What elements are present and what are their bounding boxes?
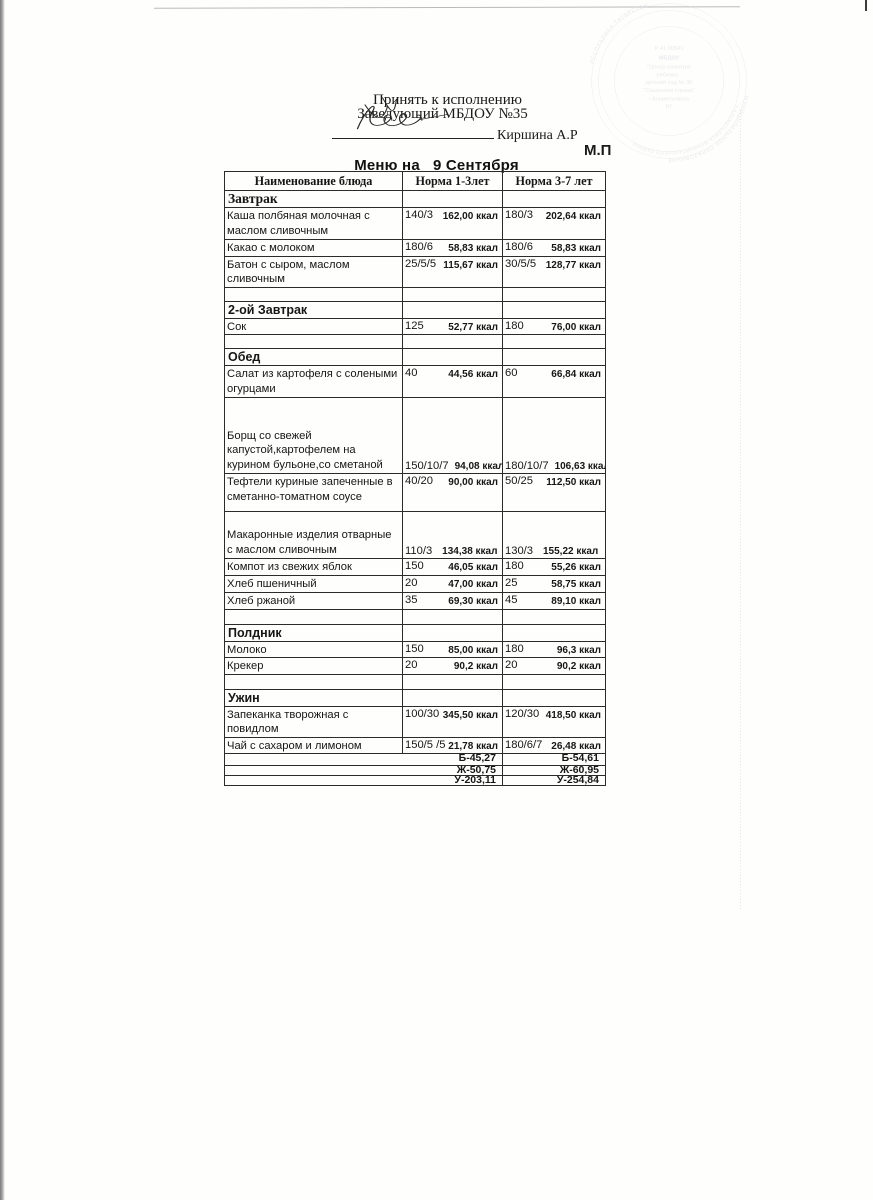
svg-text:РЕСПУБЛИКА ТАТАРСТАН: РЕСПУБЛИКА ТАТАРСТАН: [590, 2, 650, 64]
svg-text:Р 41 00541: Р 41 00541: [654, 46, 683, 52]
svg-text:МБДОУ: МБДОУ: [659, 56, 680, 62]
svg-text:"Центр развития: "Центр развития: [647, 65, 691, 71]
svg-text:ребенка -: ребенка -: [657, 72, 682, 78]
svg-text:Г.АЛЬМЕТЬЕВСК МУНИЦИПАЛЬНОГО Р: Г.АЛЬМЕТЬЕВСК МУНИЦИПАЛЬНОГО РАЙОНА: [631, 104, 739, 155]
svg-text:РТ: РТ: [666, 104, 674, 110]
svg-text:г.Альметьевска: г.Альметьевска: [649, 97, 690, 103]
svg-text:детский сад № 35: детский сад № 35: [646, 79, 693, 86]
svg-text:"Сказочная страна": "Сказочная страна": [643, 88, 694, 94]
